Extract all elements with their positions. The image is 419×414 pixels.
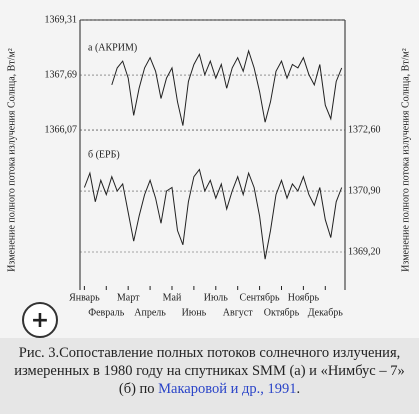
zoom-button[interactable]: + bbox=[22, 302, 58, 338]
x-tick-label: Май bbox=[163, 292, 182, 303]
y2-tick-label: 1370,90 bbox=[348, 185, 381, 196]
y2-tick-label: 1372,60 bbox=[348, 124, 381, 135]
x-tick-label: Декабрь bbox=[308, 307, 344, 318]
series-line bbox=[83, 168, 343, 260]
x-tick-label: Июнь bbox=[182, 307, 207, 318]
x-tick-label: Октябрь bbox=[264, 307, 300, 318]
y-tick-label: 1367,69 bbox=[45, 69, 78, 80]
x-tick-label: Август bbox=[223, 307, 253, 318]
annotation: а (АКРИМ) bbox=[88, 42, 137, 53]
x-tick-label: Сентябрь bbox=[240, 292, 281, 303]
y-tick-label: 1366,07 bbox=[45, 124, 78, 135]
x-tick-label: Апрель bbox=[134, 307, 166, 318]
chart: Изменение полного потока излучения Солнц… bbox=[0, 0, 419, 338]
y2-tick-label: 1369,20 bbox=[348, 246, 381, 257]
caption-text: Рис. 3.Сопоставление полных потоков солн… bbox=[14, 345, 405, 397]
x-tick-label: Январь bbox=[69, 292, 100, 303]
y-tick-label: 1369,31 bbox=[45, 14, 78, 25]
caption: Рис. 3.Сопоставление полных потоков солн… bbox=[10, 344, 409, 398]
x-tick-label: Июль bbox=[204, 292, 228, 303]
y2-axis-title: Изменение полного потока излучения Солнц… bbox=[400, 48, 411, 272]
caption-end: . bbox=[296, 381, 301, 397]
annotation: б (ЕРБ) bbox=[88, 149, 120, 160]
caption-link[interactable]: Макаровой и др., 1991 bbox=[158, 381, 297, 397]
x-tick-label: Март bbox=[117, 292, 140, 303]
x-tick-label: Февраль bbox=[88, 307, 125, 318]
x-tick-label: Ноябрь bbox=[288, 292, 320, 303]
y-axis-title: Изменение полного потока излучения Солнц… bbox=[6, 48, 17, 272]
series-line bbox=[111, 49, 343, 126]
